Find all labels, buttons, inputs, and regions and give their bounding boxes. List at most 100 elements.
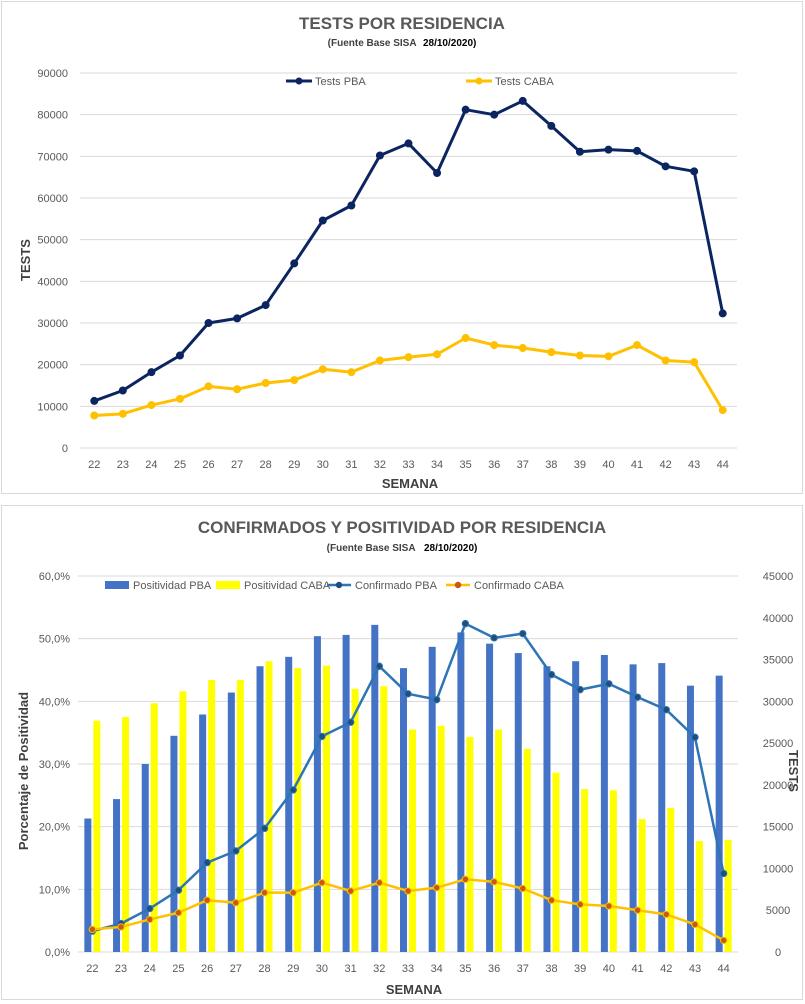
chart2-y2tick-label: 45000 bbox=[763, 571, 794, 583]
tests-chart: TESTS POR RESIDENCIA (Fuente Base SISA 2… bbox=[18, 14, 737, 491]
chart1-point bbox=[147, 401, 156, 410]
chart2-bar bbox=[199, 714, 207, 952]
chart1-point bbox=[718, 406, 727, 415]
chart2-xtick-label: 35 bbox=[459, 963, 471, 975]
chart1-xtick-label: 27 bbox=[231, 459, 243, 471]
chart1-point bbox=[318, 365, 327, 374]
chart2-point bbox=[289, 888, 297, 897]
chart2-bar bbox=[380, 686, 388, 952]
chart2-bar bbox=[514, 653, 522, 952]
chart1-series-line-1 bbox=[94, 336, 725, 417]
chart1-xtick-label: 24 bbox=[145, 459, 157, 471]
chart1-xtick-label: 39 bbox=[574, 459, 586, 471]
positividad-chart-panel: CONFIRMADOS Y POSITIVIDAD POR RESIDENCIA… bbox=[1, 505, 803, 1000]
chart2-point bbox=[146, 904, 154, 913]
chart2-bar bbox=[581, 789, 589, 952]
chart2-y2tick-label: 25000 bbox=[763, 738, 794, 750]
chart1-legend-label: Tests CABA bbox=[495, 76, 554, 88]
chart2-bar bbox=[342, 634, 350, 952]
chart2-xtick-label: 42 bbox=[660, 963, 672, 975]
chart1-xtick-label: 28 bbox=[260, 459, 272, 471]
chart2-point bbox=[576, 900, 584, 909]
chart1-point bbox=[604, 145, 613, 154]
chart2-bar bbox=[409, 729, 416, 952]
chart2-point bbox=[289, 786, 297, 794]
chart1-xtick-label: 26 bbox=[202, 459, 214, 471]
chart2-bar bbox=[141, 764, 149, 952]
chart2-bar bbox=[113, 799, 121, 952]
chart2-bar bbox=[170, 735, 178, 952]
chart2-ytick-label: 20,0% bbox=[39, 822, 70, 834]
chart2-point bbox=[719, 869, 728, 878]
chart2-point bbox=[346, 887, 355, 895]
chart2-bar bbox=[208, 680, 216, 952]
chart2-bar bbox=[486, 643, 494, 952]
chart1-ytick-label: 90000 bbox=[37, 68, 68, 80]
chart2-bar bbox=[313, 636, 321, 952]
chart2-bar bbox=[715, 675, 723, 952]
chart2-bar bbox=[572, 661, 580, 952]
chart1-xtick-label: 43 bbox=[688, 459, 700, 471]
chart2-xtick-label: 41 bbox=[631, 963, 643, 975]
chart2-xtick-label: 43 bbox=[689, 963, 701, 975]
chart1-xtick-label: 31 bbox=[345, 459, 357, 471]
chart1-point bbox=[518, 96, 527, 105]
chart2-xtick-label: 22 bbox=[86, 963, 98, 975]
chart2-point bbox=[605, 680, 613, 688]
chart1-xtick-label: 44 bbox=[717, 459, 729, 471]
chart1-point bbox=[690, 358, 699, 367]
chart2-legend-swatch bbox=[105, 581, 129, 589]
chart2-point bbox=[662, 705, 670, 714]
chart1-point bbox=[633, 146, 642, 155]
chart2-point bbox=[203, 896, 211, 904]
chart1-point bbox=[204, 319, 213, 327]
chart1-point bbox=[433, 169, 442, 177]
chart2-bar bbox=[724, 839, 732, 952]
chart2-point bbox=[576, 685, 584, 694]
chart2-point bbox=[318, 732, 326, 741]
chart1-ytick-label: 20000 bbox=[37, 360, 68, 372]
chart2-point bbox=[519, 884, 527, 893]
chart2-ytick-label: 0,0% bbox=[45, 947, 70, 959]
chart2-bar bbox=[265, 661, 273, 952]
chart1-point bbox=[604, 352, 613, 361]
chart2-point bbox=[461, 875, 470, 884]
chart2-point bbox=[490, 878, 498, 886]
chart2-xtick-label: 44 bbox=[718, 963, 730, 975]
chart2-y2tick-label: 35000 bbox=[763, 655, 794, 667]
chart2-bar bbox=[371, 624, 379, 952]
chart1-point bbox=[233, 385, 242, 394]
chart2-bar bbox=[629, 664, 637, 952]
chart2-xtick-label: 29 bbox=[287, 963, 299, 975]
chart1-point bbox=[204, 382, 213, 391]
chart2-bar bbox=[658, 663, 666, 952]
chart1-xtick-label: 22 bbox=[88, 459, 100, 471]
chart2-point bbox=[260, 888, 269, 897]
chart1-point bbox=[118, 409, 127, 418]
chart1-xtick-label: 30 bbox=[317, 459, 329, 471]
chart2-bar bbox=[466, 737, 474, 952]
chart1-ytick-label: 50000 bbox=[37, 235, 68, 247]
chart2-bar bbox=[150, 703, 158, 952]
chart2-y2tick-label: 0 bbox=[775, 947, 781, 959]
chart2-bar bbox=[236, 680, 244, 952]
chart2-xtick-label: 31 bbox=[344, 963, 356, 975]
chart1-xtick-label: 40 bbox=[602, 459, 614, 471]
chart1-point bbox=[575, 147, 584, 156]
chart2-y2tick-label: 30000 bbox=[763, 696, 794, 708]
chart2-bar bbox=[638, 819, 646, 952]
chart1-ytick-label: 10000 bbox=[37, 401, 68, 413]
chart2-point bbox=[318, 878, 326, 887]
chart2-legend-label: Confirmado PBA bbox=[355, 580, 438, 592]
chart2-xtick-label: 40 bbox=[603, 963, 615, 975]
chart1-point bbox=[490, 110, 499, 119]
chart1-point bbox=[461, 105, 470, 114]
chart1-point bbox=[290, 259, 299, 268]
chart2-legend-label: Positividad PBA bbox=[133, 580, 212, 592]
chart1-point bbox=[175, 394, 184, 403]
chart2-ytick-label: 30,0% bbox=[39, 759, 70, 771]
chart1-ytick-label: 30000 bbox=[37, 318, 68, 330]
chart2-series-line-0 bbox=[92, 622, 725, 933]
chart2-point bbox=[633, 906, 642, 914]
chart2-xtick-label: 38 bbox=[545, 963, 557, 975]
